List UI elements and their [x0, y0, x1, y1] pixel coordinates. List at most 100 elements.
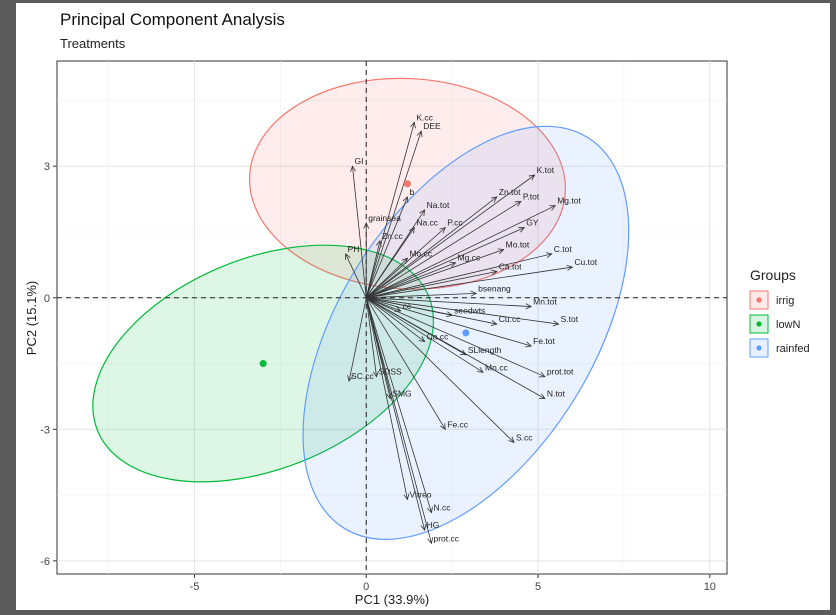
loading-arrow	[366, 297, 532, 307]
loading-arrow	[366, 249, 504, 299]
loading-arrow	[366, 297, 497, 325]
y-tick-label: -3	[40, 424, 50, 436]
loading-arrowhead	[418, 336, 426, 343]
loading-arrow	[365, 174, 535, 299]
chart-title: Principal Component Analysis	[60, 10, 285, 29]
y-axis-ticks: -6 -3 0 3	[40, 161, 57, 568]
loading-arrow	[365, 240, 381, 298]
loading-arrowhead	[518, 227, 526, 233]
x-axis-ticks: -5 0 5 10	[190, 574, 716, 593]
legend-dot-lowN	[756, 321, 762, 327]
loading-arrowhead	[497, 248, 505, 255]
loading-label: N.cc	[434, 503, 452, 513]
legend-dot-rainfed	[756, 345, 762, 351]
loading-arrowhead	[416, 130, 423, 138]
loading-arrow	[366, 271, 497, 299]
loading-label: Zn.cc	[382, 231, 404, 241]
loading-arrowhead	[470, 290, 478, 297]
loading-label: Cu.tot	[574, 257, 597, 267]
loading-label: K.cc	[416, 112, 433, 122]
loading-arrowhead	[449, 261, 457, 268]
loading-arrow	[366, 297, 546, 399]
loading-arrow	[365, 196, 408, 298]
loading-label: Fe.cc	[447, 419, 469, 429]
x-tick-label: 10	[704, 581, 716, 593]
loading-label: prot.cc	[434, 533, 460, 543]
loading-label: Cu.cc	[499, 314, 521, 324]
legend-title: Groups	[750, 267, 796, 283]
loading-arrowhead	[549, 205, 557, 211]
y-tick-label: -6	[40, 556, 50, 568]
loading-arrowhead	[477, 366, 484, 373]
loading-arrowhead	[410, 121, 416, 129]
loading-label: Na.tot	[427, 200, 450, 210]
loading-label: prot.tot	[547, 367, 574, 377]
loading-arrow	[365, 297, 432, 513]
loading-arrow	[366, 297, 559, 325]
loading-arrow	[365, 227, 415, 298]
loading-arrowhead	[402, 196, 409, 203]
loading-arrowhead	[350, 165, 356, 173]
loading-arrow	[365, 122, 415, 298]
loading-label: seedwts	[454, 305, 485, 315]
loading-arrow	[366, 253, 552, 299]
x-tick-label: 0	[363, 581, 369, 593]
loading-label: Zn.tot	[499, 187, 521, 197]
loading-arrow	[348, 297, 367, 382]
loading-label: SC.cc	[351, 371, 374, 381]
loading-label: Vitreo	[409, 489, 431, 499]
loading-arrow	[365, 258, 408, 299]
loading-arrow	[366, 205, 556, 299]
loading-arrowhead	[420, 524, 427, 532]
loading-arrow	[365, 131, 422, 298]
x-tick-label: 5	[535, 581, 541, 593]
reference-lines	[57, 61, 727, 574]
loading-arrowhead	[439, 227, 446, 234]
loading-arrowhead	[386, 392, 392, 400]
loading-label: N.tot	[547, 389, 566, 399]
loading-arrowhead	[514, 200, 522, 207]
group-mean-irrig	[403, 180, 411, 188]
loading-arrowhead	[347, 375, 354, 382]
loading-arrow	[366, 262, 456, 299]
loading-label: SMG	[392, 389, 411, 399]
loading-arrowhead	[427, 537, 434, 545]
loading-label: S.tot	[561, 314, 579, 324]
loading-arrowhead	[403, 493, 410, 501]
loading-arrowhead	[525, 341, 533, 348]
loading-arrow	[365, 196, 498, 299]
loading-label: SDSS	[379, 367, 402, 377]
loading-label: HG	[427, 520, 440, 530]
loading-label: Mn.cc	[485, 362, 508, 372]
loading-arrow	[366, 266, 573, 299]
loading-arrow	[366, 297, 484, 373]
loading-arrowhead	[440, 423, 446, 431]
loading-arrowhead	[525, 303, 533, 310]
loading-label: Mo.tot	[506, 240, 530, 250]
y-tick-label: 0	[44, 293, 50, 305]
loading-arrow	[366, 200, 522, 299]
pca-biplot-chart: Principal Component Analysis Treatments …	[24, 10, 810, 607]
loading-arrow	[365, 297, 515, 443]
loading-arrow	[365, 297, 425, 342]
loading-arrow	[366, 297, 546, 378]
loading-label: Ca.tot	[499, 261, 522, 271]
loading-arrowhead	[490, 320, 498, 326]
loading-label: P.cc	[447, 218, 463, 228]
loading-label: Ca.cc	[427, 332, 449, 342]
x-tick-label: -5	[190, 581, 200, 593]
loading-arrow	[365, 297, 446, 430]
loading-arrowhead	[545, 252, 553, 259]
x-axis-label: PC1 (33.9%)	[355, 592, 429, 607]
legend-label-irrig: irrig	[776, 295, 794, 307]
loading-label: GY	[526, 218, 539, 228]
chart-container: Principal Component Analysis Treatments …	[16, 3, 830, 610]
loading-arrowhead	[552, 320, 560, 327]
loading-arrowhead	[427, 506, 433, 514]
loading-arrow	[366, 297, 532, 347]
loading-arrow	[366, 227, 525, 299]
loading-arrowhead	[372, 370, 379, 378]
chart-subtitle: Treatments	[60, 36, 126, 51]
y-axis-label: PC2 (15.1%)	[24, 281, 39, 355]
